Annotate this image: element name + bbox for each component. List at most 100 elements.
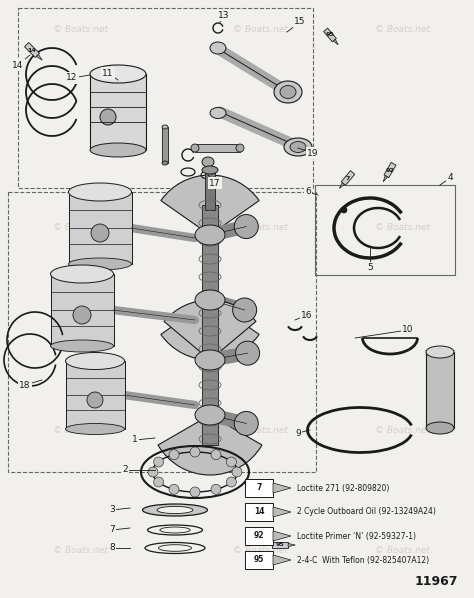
Polygon shape xyxy=(272,542,288,548)
Text: 95: 95 xyxy=(326,32,334,38)
Polygon shape xyxy=(273,555,291,565)
Ellipse shape xyxy=(158,545,191,551)
Ellipse shape xyxy=(65,423,125,435)
Ellipse shape xyxy=(195,350,225,370)
Circle shape xyxy=(227,477,237,487)
Ellipse shape xyxy=(195,405,225,425)
Ellipse shape xyxy=(210,108,226,118)
Text: 6: 6 xyxy=(305,188,311,197)
Bar xyxy=(245,503,273,521)
Ellipse shape xyxy=(202,157,214,167)
Ellipse shape xyxy=(290,142,306,152)
Polygon shape xyxy=(273,507,291,517)
Ellipse shape xyxy=(210,42,226,54)
Text: © Boats.net: © Boats.net xyxy=(375,25,430,35)
Text: 1: 1 xyxy=(132,435,138,444)
Polygon shape xyxy=(341,170,355,185)
Text: 9: 9 xyxy=(295,429,301,438)
Text: 18: 18 xyxy=(19,380,31,389)
Circle shape xyxy=(211,484,221,495)
Bar xyxy=(90,74,146,150)
Text: 95: 95 xyxy=(275,542,284,548)
Ellipse shape xyxy=(426,422,454,434)
Circle shape xyxy=(73,306,91,324)
Text: 2 Cycle Outboard Oil (92-13249A24): 2 Cycle Outboard Oil (92-13249A24) xyxy=(297,508,436,517)
Polygon shape xyxy=(324,28,337,42)
Polygon shape xyxy=(273,483,291,493)
Ellipse shape xyxy=(51,340,113,352)
Text: 12: 12 xyxy=(66,74,78,83)
Text: 2-4-C  With Teflon (92-825407A12): 2-4-C With Teflon (92-825407A12) xyxy=(297,556,429,565)
Bar xyxy=(162,127,168,163)
Polygon shape xyxy=(384,163,396,178)
Text: 8: 8 xyxy=(109,544,115,553)
Bar xyxy=(315,185,455,275)
Text: © Boats.net: © Boats.net xyxy=(233,222,288,232)
Circle shape xyxy=(91,224,109,242)
Text: 11967: 11967 xyxy=(414,575,458,588)
Text: 14: 14 xyxy=(12,60,24,69)
Ellipse shape xyxy=(202,166,218,174)
Text: 7: 7 xyxy=(256,484,262,493)
Bar xyxy=(245,479,273,497)
Ellipse shape xyxy=(162,161,168,165)
Text: 13: 13 xyxy=(218,11,230,20)
Bar xyxy=(426,352,454,428)
Text: 7: 7 xyxy=(109,526,115,535)
Polygon shape xyxy=(333,39,338,45)
Ellipse shape xyxy=(51,265,113,283)
Text: 2: 2 xyxy=(122,465,128,474)
Text: 19: 19 xyxy=(307,148,319,157)
Ellipse shape xyxy=(274,81,302,103)
Ellipse shape xyxy=(160,527,190,533)
Circle shape xyxy=(234,411,258,435)
Ellipse shape xyxy=(157,507,193,514)
Circle shape xyxy=(87,392,103,408)
Text: © Boats.net: © Boats.net xyxy=(53,545,108,555)
Text: Loctite 271 (92-809820): Loctite 271 (92-809820) xyxy=(297,484,389,493)
Circle shape xyxy=(233,298,256,322)
Circle shape xyxy=(234,215,258,239)
Ellipse shape xyxy=(69,183,131,201)
Text: 14: 14 xyxy=(254,508,264,517)
Polygon shape xyxy=(339,182,345,188)
Text: 92: 92 xyxy=(386,167,394,172)
Ellipse shape xyxy=(284,138,312,156)
Text: © Boats.net: © Boats.net xyxy=(233,545,288,555)
Text: Loctite Primer ‘N’ (92-59327-1): Loctite Primer ‘N’ (92-59327-1) xyxy=(297,532,416,541)
Text: © Boats.net: © Boats.net xyxy=(53,222,108,232)
Wedge shape xyxy=(164,300,256,360)
Ellipse shape xyxy=(162,125,168,129)
Text: 5: 5 xyxy=(367,264,373,273)
Circle shape xyxy=(169,484,179,495)
Circle shape xyxy=(211,450,221,460)
Bar xyxy=(205,170,215,210)
Polygon shape xyxy=(36,54,42,60)
Text: 16: 16 xyxy=(301,310,313,319)
Text: © Boats.net: © Boats.net xyxy=(233,426,288,435)
Ellipse shape xyxy=(90,143,146,157)
Bar xyxy=(202,205,218,445)
Polygon shape xyxy=(383,176,388,182)
Ellipse shape xyxy=(280,86,296,99)
Text: © Boats.net: © Boats.net xyxy=(375,222,430,232)
Ellipse shape xyxy=(90,65,146,83)
Ellipse shape xyxy=(426,346,454,358)
Ellipse shape xyxy=(69,258,131,270)
Text: 10: 10 xyxy=(402,325,414,334)
Circle shape xyxy=(341,207,347,213)
Ellipse shape xyxy=(195,290,225,310)
Wedge shape xyxy=(158,415,262,475)
Text: 15: 15 xyxy=(294,17,306,26)
Circle shape xyxy=(190,487,200,497)
Circle shape xyxy=(169,450,179,460)
Bar xyxy=(69,192,132,264)
Circle shape xyxy=(154,477,164,487)
Text: © Boats.net: © Boats.net xyxy=(233,25,288,35)
Polygon shape xyxy=(288,544,295,547)
Circle shape xyxy=(227,457,237,467)
Circle shape xyxy=(148,467,158,477)
Text: 92: 92 xyxy=(254,532,264,541)
Circle shape xyxy=(236,341,260,365)
Polygon shape xyxy=(273,531,291,541)
